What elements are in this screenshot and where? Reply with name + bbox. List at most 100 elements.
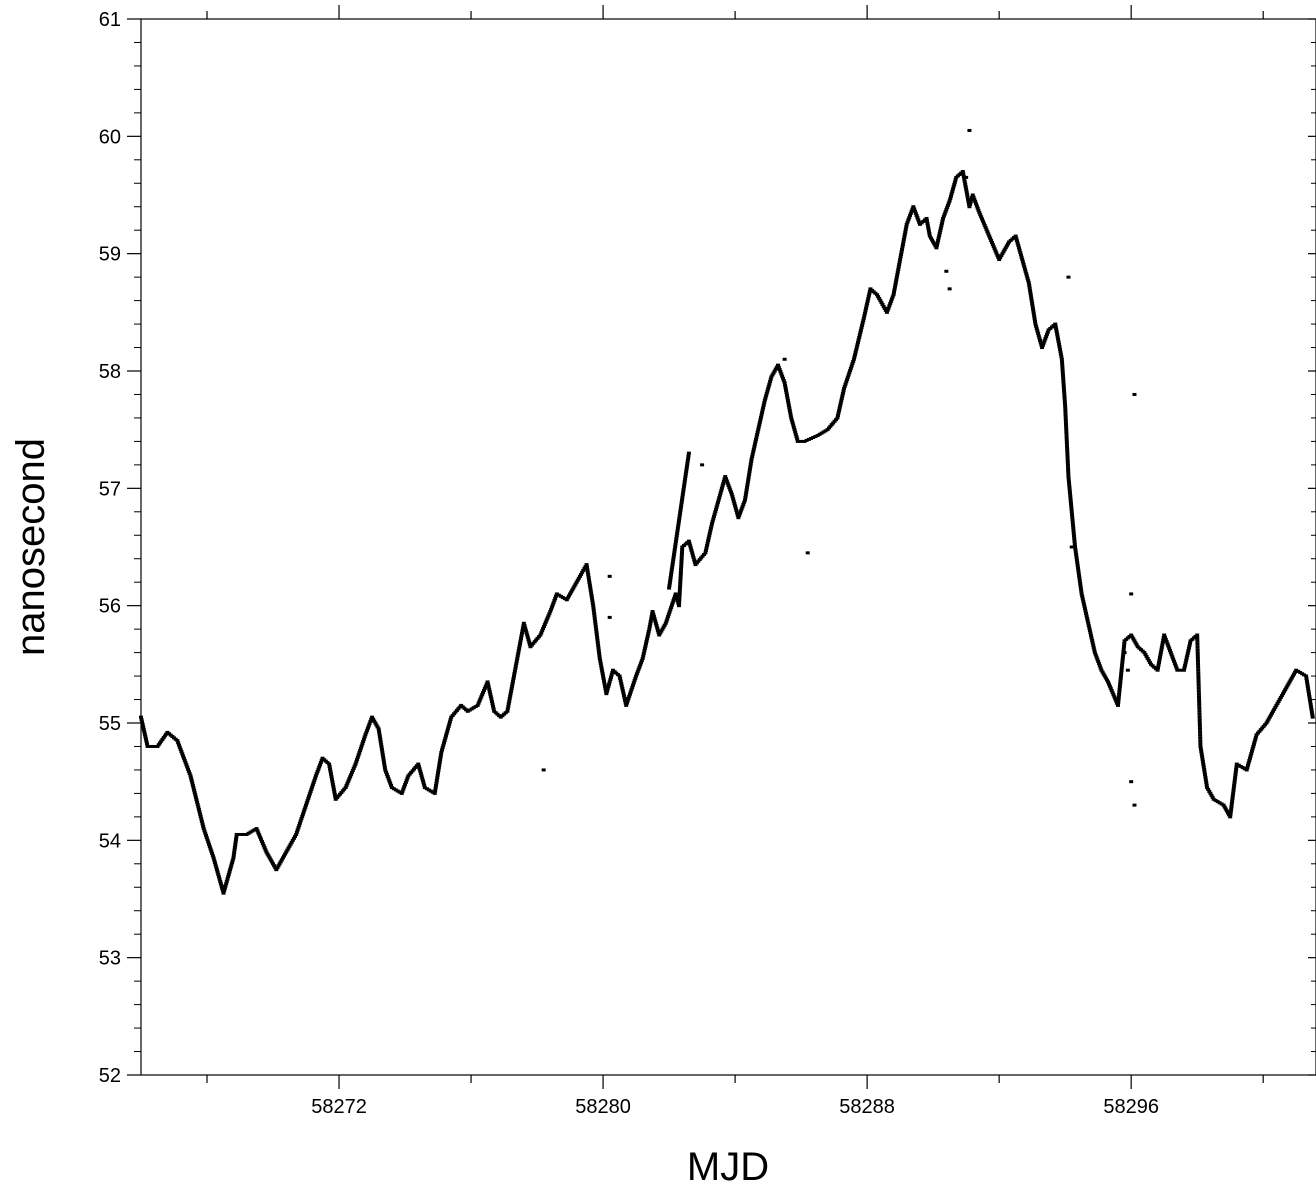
data-point [674,594,679,598]
data-point [1078,582,1083,586]
data-point [294,830,299,834]
data-point [1087,626,1092,630]
data-point [1114,699,1119,703]
data-point [914,214,919,218]
data-point [949,192,954,196]
data-point [1178,668,1183,672]
data-point [731,499,736,503]
data-point [388,781,393,785]
data-point [894,275,899,279]
data-point [745,480,750,484]
data-point [1210,795,1215,799]
data-point [639,659,644,663]
data-point [1173,664,1178,668]
data-point [516,651,521,655]
data-point [682,482,687,486]
data-point [953,178,958,182]
data-point [917,220,922,224]
data-point [433,784,438,788]
data-point [1066,480,1071,484]
data-point [360,742,365,746]
data-point [288,842,293,846]
data-point [1307,697,1312,701]
data-point [385,775,390,779]
data-point [1230,796,1235,800]
data-point [1055,335,1060,339]
data-point [724,479,729,483]
data-point [1090,641,1095,645]
data-point [379,747,384,751]
data-point [1084,614,1089,618]
data-point [1121,652,1126,656]
data-point [437,763,442,767]
data-point [924,216,929,220]
data-point [608,678,613,682]
data-point [1038,338,1043,342]
data-point [745,483,750,487]
data-point [642,647,647,651]
data-point [1143,653,1148,657]
data-point [678,570,683,574]
data-point [1248,754,1253,758]
data-point [602,684,607,688]
data-point [655,626,660,630]
data-point [1112,695,1117,699]
data-point [1030,307,1035,311]
data-point [945,205,950,209]
data-point [610,671,615,675]
data-point [1195,654,1200,658]
data-point [944,269,949,273]
data-point [760,411,765,415]
data-point [156,743,161,747]
data-point [606,685,611,689]
data-point [1024,274,1029,278]
data-point [1304,679,1309,683]
data-point [602,679,607,683]
data-point [1045,332,1050,336]
data-point [674,534,679,538]
data-point [849,364,854,368]
data-point [742,500,747,504]
data-point [177,745,182,749]
data-point [887,304,892,308]
data-point [234,835,239,839]
data-point [488,692,493,696]
data-point [925,219,930,223]
data-point [1122,644,1127,648]
data-point [647,625,652,629]
data-point [692,560,697,564]
data-point [189,776,194,780]
data-point [669,568,674,572]
data-point [855,340,860,344]
data-point [1080,594,1085,598]
data-point [926,229,931,233]
data-point [706,539,711,543]
data-point [938,226,943,230]
data-point [367,722,372,726]
data-point [1076,568,1081,572]
data-point [671,599,676,603]
data-point [716,498,721,502]
data-point [714,505,719,509]
data-point [763,396,768,400]
data-point [553,596,558,600]
data-point [1076,571,1081,575]
data-point [939,221,944,225]
data-point [1167,646,1172,650]
data-point [309,787,314,791]
data-point [851,360,856,364]
data-point [525,635,530,639]
data-point [951,185,956,189]
data-point [935,241,940,245]
data-point [175,739,180,743]
data-point [1056,340,1061,344]
data-point [1064,427,1069,431]
data-point [420,778,425,782]
data-point [629,688,634,692]
data-point [1064,438,1069,442]
data-point [1167,648,1172,652]
data-point [1082,604,1087,608]
data-point [445,727,450,731]
data-point [940,219,945,223]
